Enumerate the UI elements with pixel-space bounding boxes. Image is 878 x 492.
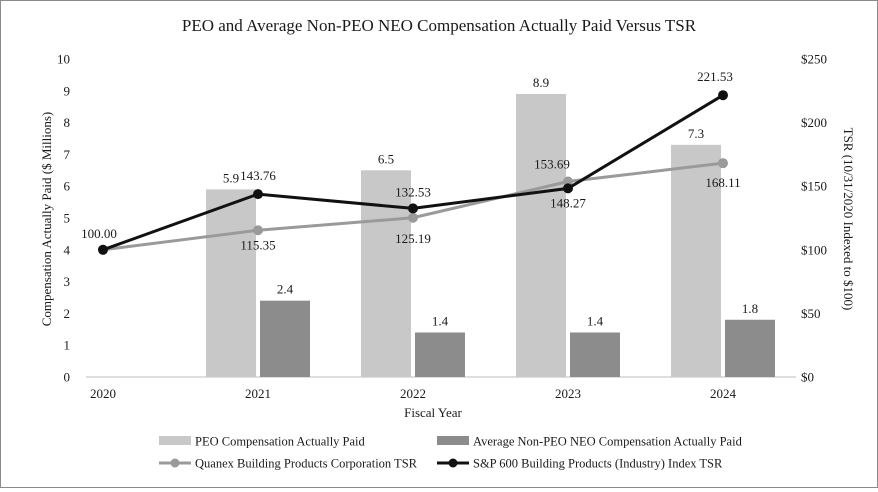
series-point <box>718 158 728 169</box>
bar-label: 5.9 <box>223 170 239 185</box>
line-label: 221.53 <box>697 69 733 84</box>
bar-label: 8.9 <box>533 75 549 90</box>
line-label: 132.53 <box>395 184 431 199</box>
series-point <box>408 203 418 214</box>
series-point <box>253 189 263 200</box>
x-tick: 2022 <box>400 386 426 401</box>
bar <box>671 144 721 377</box>
y-tick-left: 9 <box>64 83 71 98</box>
y-tick-left: 4 <box>64 242 71 257</box>
y-tick-right: $100 <box>801 242 827 257</box>
bar <box>570 332 620 377</box>
series-line <box>102 93 724 252</box>
y-tick-left: 6 <box>64 179 71 194</box>
legend-swatch-marker <box>448 458 458 468</box>
line-label: 115.35 <box>240 237 275 252</box>
bars <box>206 93 775 377</box>
bar <box>361 170 411 377</box>
bar-label: 7.3 <box>688 126 704 141</box>
y-axis-label-right: TSR (10/31/2020 Indexed to $100) <box>841 128 856 311</box>
y-tick-left: 3 <box>64 274 71 289</box>
bar <box>516 93 566 377</box>
legend-label: Average Non-PEO NEO Compensation Actuall… <box>473 435 743 449</box>
legend-label: S&P 600 Building Products (Industry) Ind… <box>473 457 723 471</box>
x-tick: 2021 <box>245 386 271 401</box>
y-tick-left: 2 <box>64 306 71 321</box>
y-tick-left: 0 <box>64 370 71 385</box>
y-tick-right: $0 <box>801 370 814 385</box>
bar <box>206 189 256 377</box>
legend-label: PEO Compensation Actually Paid <box>195 435 366 449</box>
legend-swatch <box>159 436 191 445</box>
lines <box>98 90 728 255</box>
bar-label: 2.4 <box>277 282 294 297</box>
x-tick: 2020 <box>90 386 116 401</box>
bar <box>260 300 310 377</box>
y-tick-right: $200 <box>801 115 827 130</box>
line-label: 153.69 <box>534 157 570 172</box>
series-point <box>563 176 573 187</box>
chart-title: PEO and Average Non-PEO NEO Compensation… <box>182 16 697 35</box>
series-point <box>408 212 418 223</box>
legend-swatch <box>437 436 469 445</box>
y-tick-right: $150 <box>801 179 827 194</box>
bar-label: 1.8 <box>742 301 758 316</box>
bar-label: 1.4 <box>587 313 604 328</box>
series-point <box>253 225 263 236</box>
bar <box>725 319 775 377</box>
bar-label: 1.4 <box>432 313 449 328</box>
y-tick-left: 1 <box>64 338 71 353</box>
series-point <box>563 183 573 194</box>
x-tick: 2024 <box>710 386 737 401</box>
y-tick-right: $250 <box>801 52 827 67</box>
line-label: 148.27 <box>550 195 586 210</box>
bar-label: 6.5 <box>378 151 394 166</box>
x-axis-label: Fiscal Year <box>404 405 462 420</box>
y-tick-left: 10 <box>57 52 70 67</box>
bar <box>415 332 465 377</box>
series-point <box>98 244 108 255</box>
legend-label: Quanex Building Products Corporation TSR <box>195 457 418 471</box>
series-point <box>718 90 728 101</box>
y-tick-left: 5 <box>64 211 71 226</box>
y-tick-right: $50 <box>801 306 821 321</box>
legend-swatch-marker <box>170 458 180 468</box>
legend: PEO Compensation Actually Paid Average No… <box>159 435 743 471</box>
y-tick-left: 7 <box>64 147 71 162</box>
y-axis-label-left: Compensation Actually Paid ($ Millions) <box>39 112 54 327</box>
x-tick: 2023 <box>555 386 581 401</box>
line-label: 143.76 <box>240 168 276 183</box>
line-label: 125.19 <box>395 231 431 246</box>
line-label: 100.00 <box>81 226 117 241</box>
axes: 0 1 2 3 4 5 6 7 8 9 10 $0 $50 $100 $150 $200 $250 2020 202… <box>57 52 827 402</box>
line-label: 168.11 <box>705 175 740 190</box>
data-labels: 5.9 6.5 8.9 7.3 2.4 1.4 1.4 1.8 115.35 125.19 153.… <box>81 69 758 328</box>
y-tick-left: 8 <box>64 115 71 130</box>
